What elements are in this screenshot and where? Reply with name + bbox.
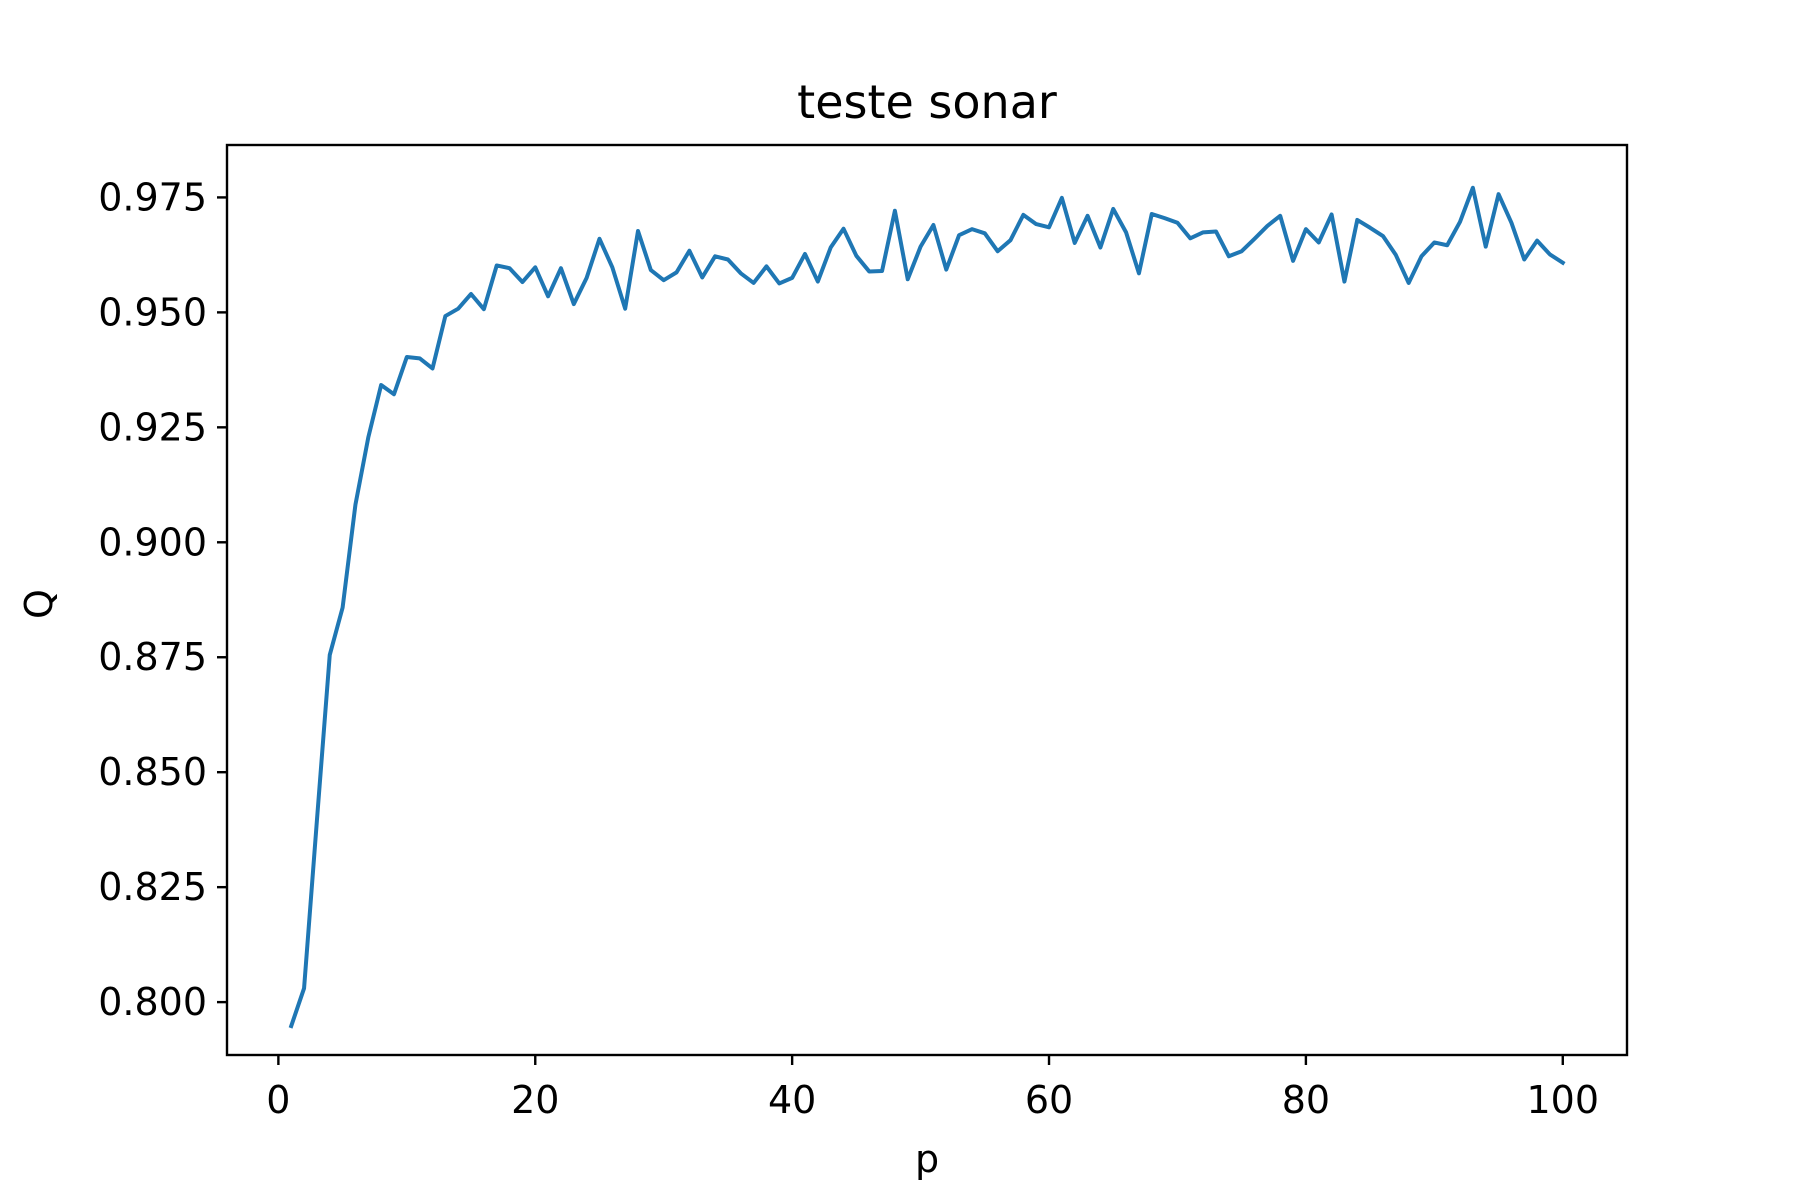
plot-frame [225, 143, 1629, 1057]
x-tick-label: 60 [1025, 1078, 1073, 1122]
x-tick-label: 20 [511, 1078, 559, 1122]
plot-area [225, 143, 1629, 1057]
y-tick-label: 0.825 [98, 865, 207, 909]
chart-title: teste sonar [797, 75, 1057, 129]
x-axis-label: p [915, 1137, 939, 1181]
y-tick-label: 0.900 [98, 520, 207, 564]
y-tick-label: 0.875 [98, 635, 207, 679]
x-tick-label: 80 [1282, 1078, 1330, 1122]
y-tick-label: 0.800 [98, 980, 207, 1024]
x-axis: 0 20 40 60 80 100 [266, 1055, 1599, 1122]
x-tick-label: 0 [266, 1078, 290, 1122]
series-line [288, 185, 1566, 1029]
y-axis-label: Q [17, 589, 61, 619]
y-axis: 0.800 0.825 0.850 0.875 0.900 0.925 0.950 0.975 [98, 175, 227, 1024]
y-tick-label: 0.950 [98, 290, 207, 334]
y-tick-label: 0.850 [98, 750, 207, 794]
x-tick-label: 100 [1527, 1078, 1600, 1122]
y-tick-label: 0.925 [98, 405, 207, 449]
x-tick-label: 40 [768, 1078, 816, 1122]
y-tick-label: 0.975 [98, 175, 207, 219]
